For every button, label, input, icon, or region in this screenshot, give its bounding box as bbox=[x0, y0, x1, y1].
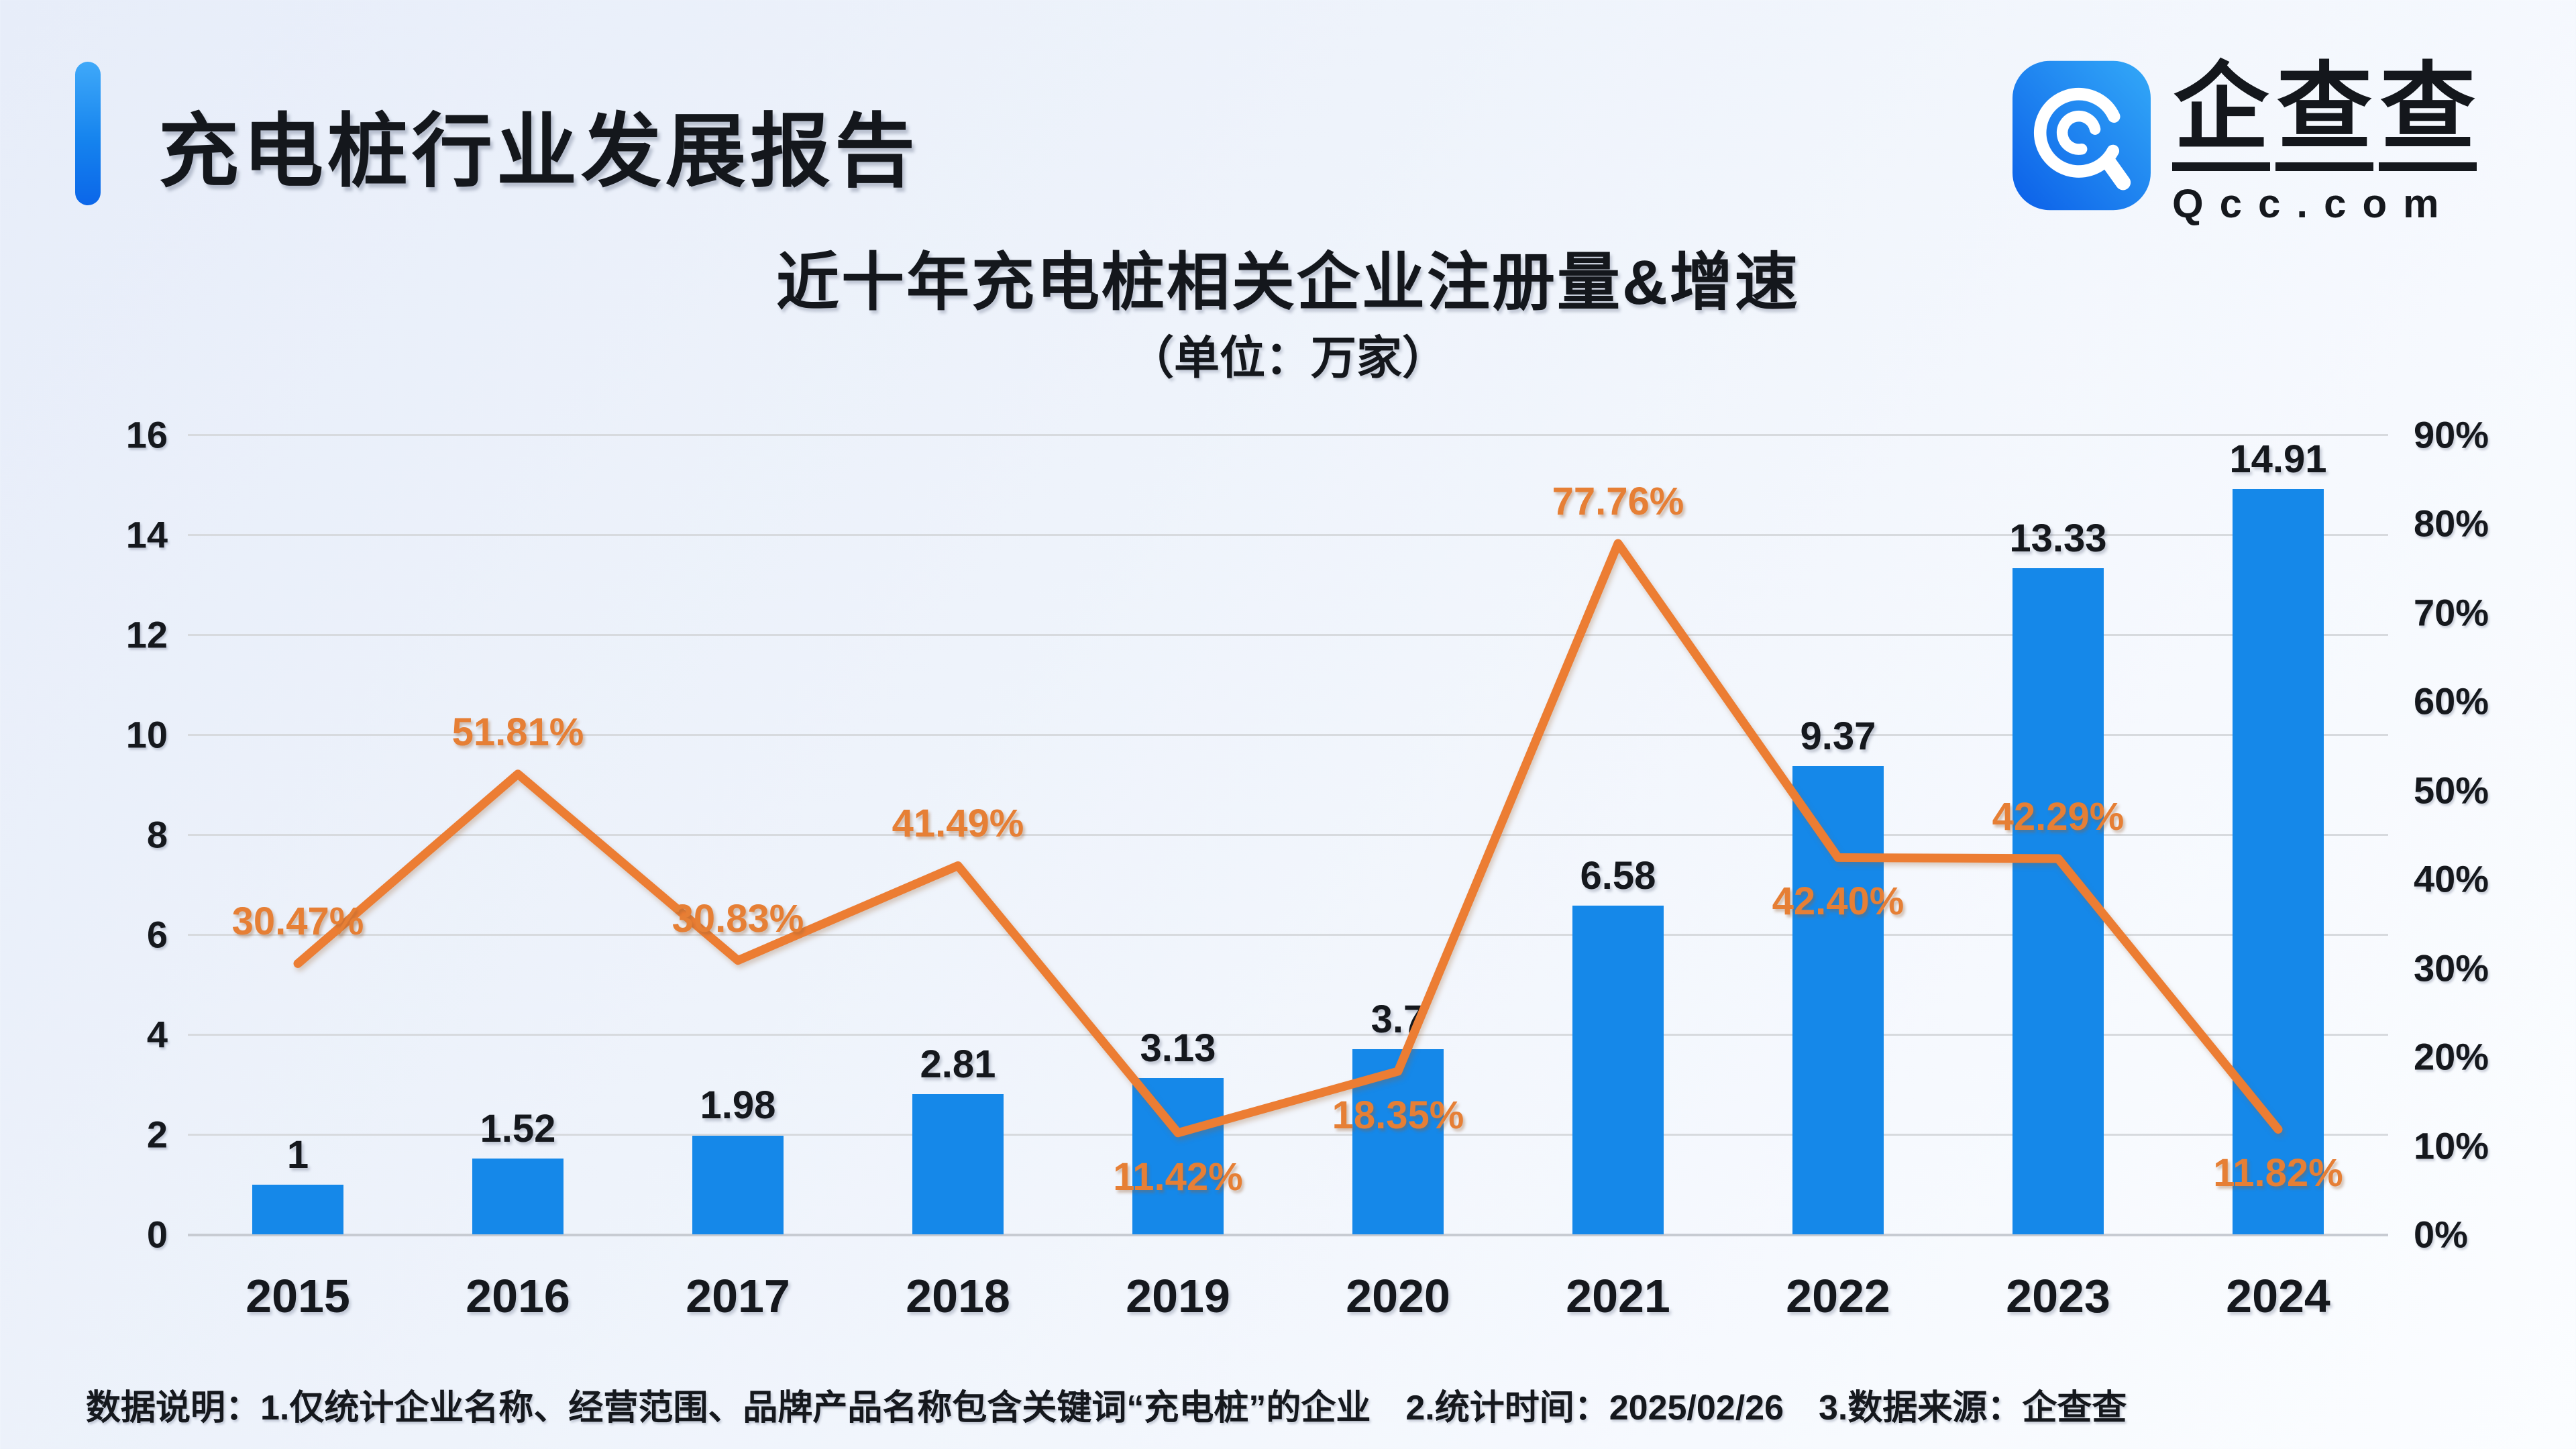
x-axis-label: 2022 bbox=[1786, 1270, 1890, 1322]
header-accent-bar bbox=[75, 62, 101, 205]
bar-value-label: 2.81 bbox=[920, 1042, 996, 1086]
x-axis-label: 2019 bbox=[1126, 1270, 1230, 1322]
qcc-logo-text: 企查查 Qcc.com bbox=[2172, 60, 2482, 227]
growth-rate-label: 30.83% bbox=[672, 896, 804, 941]
y-axis-tick-left: 12 bbox=[125, 613, 168, 656]
x-axis-label: 2015 bbox=[246, 1270, 350, 1322]
x-axis-label: 2023 bbox=[2006, 1270, 2110, 1322]
growth-rate-label: 42.40% bbox=[1772, 879, 1904, 924]
x-axis-label: 2020 bbox=[1346, 1270, 1450, 1322]
y-axis-tick-left: 10 bbox=[125, 713, 168, 756]
bar-value-label: 1 bbox=[286, 1132, 309, 1177]
bar-2019 bbox=[1132, 1077, 1224, 1234]
gridline bbox=[188, 1133, 2388, 1136]
x-axis-label: 2021 bbox=[1566, 1270, 1670, 1322]
growth-rate-label: 51.81% bbox=[451, 710, 584, 754]
qcc-brand-char: 企 bbox=[2172, 60, 2270, 171]
bar-2016 bbox=[472, 1158, 564, 1234]
gridline bbox=[188, 633, 2388, 636]
y-axis-tick-right: 50% bbox=[2414, 769, 2489, 812]
y-axis-tick-right: 0% bbox=[2414, 1213, 2468, 1256]
x-axis-label: 2017 bbox=[686, 1270, 790, 1322]
growth-line bbox=[293, 539, 2283, 1138]
y-axis-tick-left: 8 bbox=[146, 813, 168, 856]
y-axis-tick-left: 2 bbox=[146, 1113, 168, 1156]
bar-value-label: 6.58 bbox=[1580, 853, 1656, 898]
y-axis-tick-right: 60% bbox=[2414, 680, 2489, 722]
gridline bbox=[188, 1233, 2388, 1236]
bar-value-label: 1.52 bbox=[480, 1106, 556, 1150]
bar-2017 bbox=[692, 1135, 784, 1234]
bar-value-label: 9.37 bbox=[1800, 714, 1876, 758]
bar-value-label: 3.13 bbox=[1140, 1026, 1216, 1070]
y-axis-tick-left: 0 bbox=[146, 1213, 168, 1256]
chart-subtitle: （单位：万家） bbox=[1128, 333, 1448, 384]
growth-rate-label: 42.29% bbox=[1992, 794, 2125, 839]
bar-value-label: 1.98 bbox=[700, 1083, 776, 1128]
data-note: 数据说明：1.仅统计企业名称、经营范围、品牌产品名称包含关键词“充电桩”的企业 … bbox=[86, 1389, 2127, 1428]
bar-2024 bbox=[2233, 489, 2324, 1234]
bar-2015 bbox=[252, 1184, 343, 1234]
bar-value-label: 14.91 bbox=[2229, 437, 2327, 482]
x-axis-label: 2018 bbox=[906, 1270, 1010, 1322]
growth-rate-label: 41.49% bbox=[892, 802, 1024, 846]
x-axis-label: 2024 bbox=[2226, 1270, 2330, 1322]
chart-title: 近十年充电桩相关企业注册量&增速 bbox=[776, 247, 1800, 317]
bar-value-label: 13.33 bbox=[2009, 516, 2107, 560]
growth-rate-label: 30.47% bbox=[231, 900, 364, 944]
y-axis-tick-right: 90% bbox=[2414, 413, 2489, 456]
gridline bbox=[188, 833, 2388, 836]
gridline bbox=[188, 533, 2388, 536]
growth-line-chart bbox=[293, 539, 2283, 1138]
bar-2021 bbox=[1572, 905, 1664, 1234]
y-axis-tick-right: 20% bbox=[2414, 1035, 2489, 1078]
y-axis-tick-left: 4 bbox=[146, 1013, 168, 1056]
y-axis-tick-left: 14 bbox=[125, 513, 168, 556]
x-axis-label: 2016 bbox=[466, 1270, 570, 1322]
y-axis-tick-right: 80% bbox=[2414, 502, 2489, 545]
qcc-domain: Qcc.com bbox=[2172, 181, 2455, 226]
plot-area: 1 1.52 1.98 2.81 3.13 3.7 6.58 9.37 13.33 14.91 30… bbox=[188, 433, 2388, 1236]
gridline bbox=[188, 933, 2388, 936]
growth-rate-label: 11.42% bbox=[1113, 1155, 1243, 1199]
qcc-brand-char: 查 bbox=[2275, 60, 2373, 171]
qcc-brand-char: 查 bbox=[2379, 60, 2477, 171]
y-axis-tick-right: 10% bbox=[2414, 1124, 2489, 1167]
page-title: 充电桩行业发展报告 bbox=[158, 107, 919, 197]
gridline bbox=[188, 733, 2388, 736]
qcc-logo-icon bbox=[2012, 60, 2151, 211]
bar-2022 bbox=[1792, 765, 1884, 1234]
growth-rate-label: 11.82% bbox=[2213, 1151, 2343, 1195]
growth-rate-label: 18.35% bbox=[1332, 1093, 1464, 1137]
gridline bbox=[188, 1033, 2388, 1036]
y-axis-tick-right: 40% bbox=[2414, 857, 2489, 900]
y-axis-tick-right: 30% bbox=[2414, 947, 2489, 989]
gridline bbox=[188, 433, 2388, 436]
y-axis-tick-left: 6 bbox=[146, 913, 168, 956]
qcc-logo: 企查查 Qcc.com bbox=[2012, 60, 2482, 226]
bar-2018 bbox=[912, 1093, 1004, 1234]
qcc-brand-name: 企查查 bbox=[2172, 60, 2482, 171]
y-axis-tick-left: 16 bbox=[125, 413, 168, 456]
y-axis-tick-right: 70% bbox=[2414, 591, 2489, 634]
growth-rate-label: 77.76% bbox=[1552, 480, 1684, 524]
